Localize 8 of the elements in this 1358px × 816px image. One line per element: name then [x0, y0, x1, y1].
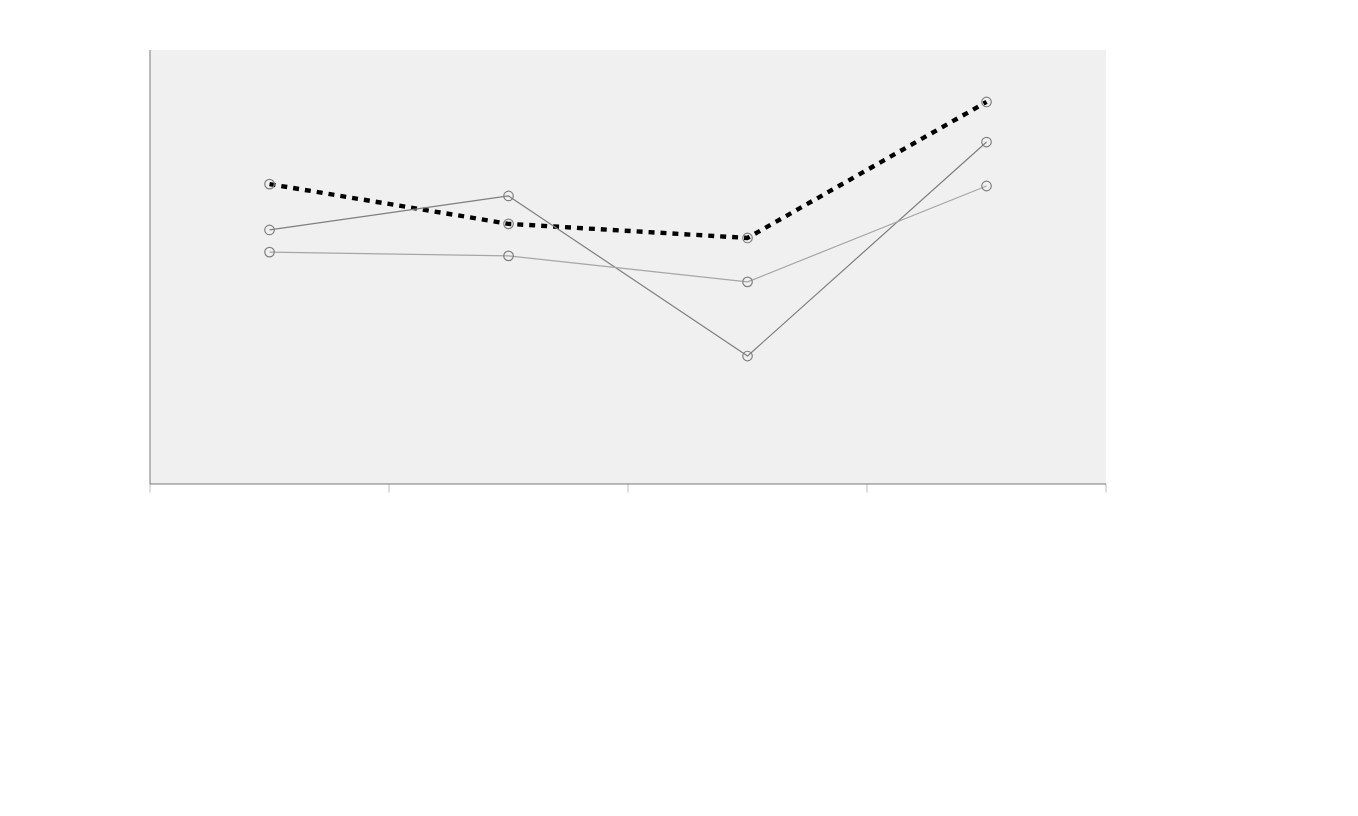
- point: [264, 224, 275, 236]
- point: [503, 250, 514, 262]
- point: [742, 350, 753, 362]
- point: [503, 190, 514, 202]
- point: [981, 136, 992, 148]
- point: [264, 246, 275, 258]
- point: [742, 276, 753, 288]
- point: [981, 180, 992, 192]
